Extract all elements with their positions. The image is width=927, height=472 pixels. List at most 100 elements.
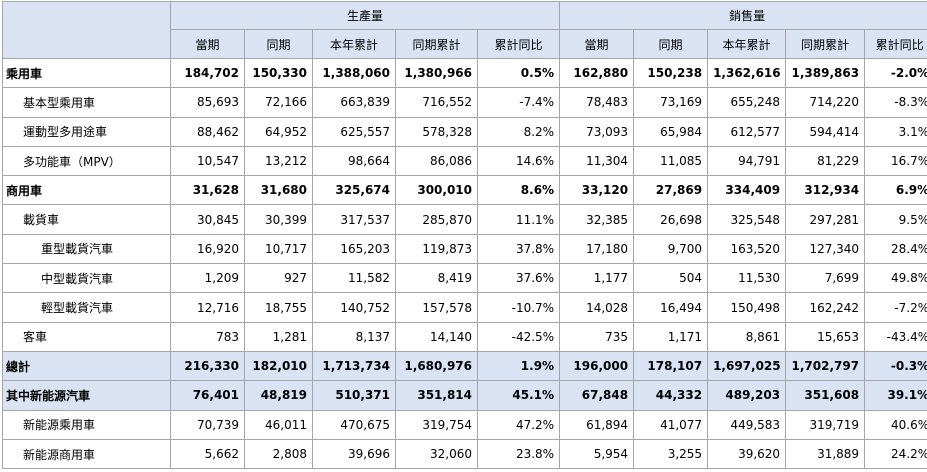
table-cell: 73,093 [560, 117, 634, 146]
table-cell: 1,713,734 [313, 351, 396, 380]
table-cell: 1,697,025 [708, 351, 786, 380]
row-label: 基本型乘用車 [3, 88, 171, 117]
table-cell: 23.8% [478, 439, 560, 468]
table-cell: 11.1% [478, 205, 560, 234]
table-cell: 317,537 [313, 205, 396, 234]
table-cell: 150,238 [634, 59, 708, 88]
column-header: 本年累計 [313, 30, 396, 59]
table-cell: 150,498 [708, 293, 786, 322]
table-cell: 449,583 [708, 410, 786, 439]
table-cell: 37.6% [478, 264, 560, 293]
table-cell: 39.1% [865, 381, 927, 410]
table-cell: 735 [560, 322, 634, 351]
table-cell: 1,209 [171, 264, 245, 293]
table-cell: 716,552 [396, 88, 478, 117]
table-cell: 14,140 [396, 322, 478, 351]
table-cell: 8,861 [708, 322, 786, 351]
table-cell: 663,839 [313, 88, 396, 117]
row-label: 新能源商用車 [3, 439, 171, 468]
table-cell: 184,702 [171, 59, 245, 88]
table-cell: 9.5% [865, 205, 927, 234]
table-cell: 14.6% [478, 146, 560, 175]
table-cell: 300,010 [396, 176, 478, 205]
table-cell: 64,952 [245, 117, 313, 146]
table-cell: 16,494 [634, 293, 708, 322]
table-cell: 11,085 [634, 146, 708, 175]
table-cell: 70,739 [171, 410, 245, 439]
row-label: 其中新能源汽車 [3, 381, 171, 410]
table-cell: 510,371 [313, 381, 396, 410]
table-cell: 140,752 [313, 293, 396, 322]
table-cell: 162,880 [560, 59, 634, 88]
row-label: 運動型多用途車 [3, 117, 171, 146]
table-cell: 1.9% [478, 351, 560, 380]
table-cell: 5,954 [560, 439, 634, 468]
table-cell: -8.3% [865, 88, 927, 117]
table-cell: 1,680,976 [396, 351, 478, 380]
row-label: 輕型載貨汽車 [3, 293, 171, 322]
table-cell: 14,028 [560, 293, 634, 322]
table-cell: -42.5% [478, 322, 560, 351]
table-cell: 8.2% [478, 117, 560, 146]
table-cell: 47.2% [478, 410, 560, 439]
table-cell: 31,628 [171, 176, 245, 205]
table-cell: 46,011 [245, 410, 313, 439]
table-cell: 72,166 [245, 88, 313, 117]
table-cell: 504 [634, 264, 708, 293]
table-cell: -10.7% [478, 293, 560, 322]
table-cell: 39,620 [708, 439, 786, 468]
table-cell: 15,653 [786, 322, 865, 351]
table-cell: 594,414 [786, 117, 865, 146]
table-cell: 3,255 [634, 439, 708, 468]
table-cell: 119,873 [396, 234, 478, 263]
table-cell: 2,808 [245, 439, 313, 468]
column-header: 同期累計 [786, 30, 865, 59]
table-cell: 1,281 [245, 322, 313, 351]
table-cell: 5,662 [171, 439, 245, 468]
table-cell: 41,077 [634, 410, 708, 439]
row-label: 重型載貨汽車 [3, 234, 171, 263]
table-cell: 157,578 [396, 293, 478, 322]
header-production: 生產量 [171, 2, 560, 30]
table-cell: 13,212 [245, 146, 313, 175]
table-cell: -2.0% [865, 59, 927, 88]
table-cell: 12,716 [171, 293, 245, 322]
table-cell: 1,171 [634, 322, 708, 351]
row-label: 總計 [3, 351, 171, 380]
table-cell: 625,557 [313, 117, 396, 146]
row-label: 新能源乘用車 [3, 410, 171, 439]
table-cell: 655,248 [708, 88, 786, 117]
table-cell: 48,819 [245, 381, 313, 410]
table-cell: 1,702,797 [786, 351, 865, 380]
table-cell: 178,107 [634, 351, 708, 380]
table-cell: 6.9% [865, 176, 927, 205]
table-cell: 67,848 [560, 381, 634, 410]
table-cell: 31,680 [245, 176, 313, 205]
table-cell: 30,845 [171, 205, 245, 234]
table-cell: 165,203 [313, 234, 396, 263]
table-cell: 325,674 [313, 176, 396, 205]
table-cell: 32,060 [396, 439, 478, 468]
table-cell: 182,010 [245, 351, 313, 380]
table-cell: 1,362,616 [708, 59, 786, 88]
table-cell: 612,577 [708, 117, 786, 146]
table-cell: 163,520 [708, 234, 786, 263]
table-cell: 16.7% [865, 146, 927, 175]
row-label: 多功能車（MPV） [3, 146, 171, 175]
table-cell: 32,385 [560, 205, 634, 234]
row-label: 載貨車 [3, 205, 171, 234]
table-cell: 1,388,060 [313, 59, 396, 88]
table-cell: 11,304 [560, 146, 634, 175]
column-header: 累計同比 [865, 30, 927, 59]
